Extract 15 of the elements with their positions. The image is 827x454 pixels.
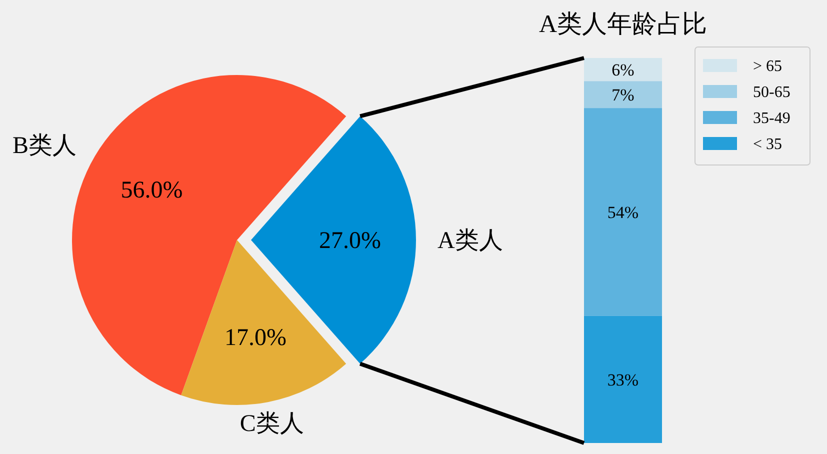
legend-label: 50-65 (753, 84, 790, 101)
data-label: 6% (612, 60, 634, 80)
data-label: 56.0% (120, 178, 183, 204)
data-label: 7% (612, 86, 634, 105)
data-label: 17.0% (224, 325, 287, 352)
data-label: 33% (607, 370, 639, 390)
data-label: 54% (607, 203, 639, 222)
slice-label: B类人 (12, 133, 77, 160)
legend-label: > 65 (753, 58, 782, 75)
legend-label: 35-49 (753, 110, 790, 127)
slice-label: A类人 (437, 228, 503, 254)
chart-title: A类人年龄占比 (538, 11, 708, 38)
slice-label: C类人 (240, 411, 304, 438)
legend-label: < 35 (753, 136, 782, 153)
data-label: 27.0% (319, 228, 381, 254)
